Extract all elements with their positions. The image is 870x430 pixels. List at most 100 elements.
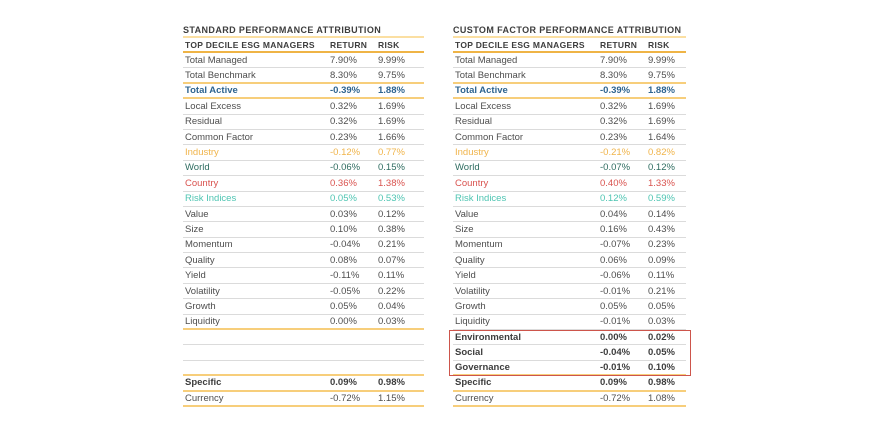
row-momentum: Momentum -0.07% 0.23%	[453, 238, 686, 254]
table-body: Total Managed 7.90% 9.99% Total Benchmark 8.…	[449, 53, 691, 407]
cell-label: Volatility	[185, 285, 220, 297]
cell-return: -0.06%	[600, 270, 631, 282]
cell-risk: 9.75%	[648, 69, 675, 81]
cell-label: Country	[455, 177, 489, 189]
cell-risk: 1.69%	[378, 116, 405, 128]
row-empty	[183, 361, 424, 377]
cell-return: 0.23%	[600, 131, 627, 143]
cell-label: Local Excess	[455, 100, 511, 112]
row-liquidity: Liquidity -0.01% 0.03%	[453, 315, 686, 331]
cell-label: World	[185, 162, 210, 174]
cell-return: -0.04%	[330, 239, 361, 251]
row-residual: Residual 0.32% 1.69%	[453, 115, 686, 130]
table-title: CUSTOM FACTOR PERFORMANCE ATTRIBUTION	[453, 24, 686, 38]
cell-risk: 1.15%	[378, 392, 405, 404]
cell-label: Social	[455, 347, 483, 359]
row-total-active: Total Active -0.39% 1.88%	[453, 84, 686, 100]
cell-return: -0.04%	[600, 347, 631, 359]
row-total-benchmark: Total Benchmark 8.30% 9.75%	[183, 68, 424, 84]
row-size: Size 0.16% 0.43%	[453, 222, 686, 238]
cell-return: 0.08%	[330, 254, 357, 266]
row-common-factor: Common Factor 0.23% 1.66%	[183, 130, 424, 146]
row-world: World -0.06% 0.15%	[183, 161, 424, 177]
row-industry: Industry -0.12% 0.77%	[183, 145, 424, 161]
cell-return: 0.32%	[600, 100, 627, 112]
cell-label: Quality	[455, 254, 485, 266]
cell-risk: 0.12%	[648, 162, 675, 174]
cell-return: -0.01%	[600, 362, 631, 373]
cell-label: Common Factor	[455, 131, 524, 143]
cell-label: Risk Indices	[455, 193, 507, 205]
cell-label: Volatility	[455, 285, 490, 297]
row-liquidity: Liquidity 0.00% 0.03%	[183, 315, 424, 331]
column-header-return: RETURN	[330, 39, 368, 50]
cell-risk: 0.05%	[648, 300, 675, 312]
cell-return: -0.01%	[600, 285, 631, 297]
cell-return: 7.90%	[600, 54, 627, 66]
row-residual: Residual 0.32% 1.69%	[183, 115, 424, 130]
row-momentum: Momentum -0.04% 0.21%	[183, 238, 424, 254]
column-header-risk: RISK	[648, 39, 670, 50]
cell-label: Total Managed	[455, 54, 518, 66]
cell-risk: 1.33%	[648, 177, 675, 189]
cell-label: Momentum	[455, 239, 503, 251]
row-growth: Growth 0.05% 0.04%	[183, 299, 424, 315]
row-quality: Quality 0.06% 0.09%	[453, 253, 686, 269]
row-total-active: Total Active -0.39% 1.88%	[183, 84, 424, 100]
cell-label: Total Active	[455, 84, 508, 96]
cell-return: 0.09%	[330, 377, 357, 389]
cell-return: -0.07%	[600, 162, 631, 174]
cell-risk: 1.08%	[648, 392, 675, 404]
cell-return: -0.01%	[600, 316, 631, 328]
row-yield: Yield -0.06% 0.11%	[453, 268, 686, 284]
table-body: Total Managed 7.90% 9.99% Total Benchmark 8.…	[183, 53, 424, 407]
cell-label: Currency	[455, 392, 494, 404]
cell-label: Yield	[185, 270, 206, 282]
cell-risk: 9.99%	[648, 54, 675, 66]
row-social: Social -0.04% 0.05%	[453, 345, 686, 361]
row-specific: Specific 0.09% 0.98%	[183, 376, 424, 392]
cell-risk: 0.38%	[378, 223, 405, 235]
cell-return: 8.30%	[330, 69, 357, 81]
cell-return: 7.90%	[330, 54, 357, 66]
cell-label: Total Benchmark	[185, 69, 256, 81]
cell-risk: 0.10%	[648, 362, 675, 373]
row-value: Value 0.04% 0.14%	[453, 207, 686, 223]
column-header-managers: TOP DECILE ESG MANAGERS	[185, 39, 315, 50]
cell-risk: 0.15%	[378, 162, 405, 174]
cell-risk: 0.43%	[648, 223, 675, 235]
cell-risk: 0.77%	[378, 147, 405, 159]
cell-risk: 1.69%	[648, 100, 675, 112]
row-risk-indices: Risk Indices 0.12% 0.59%	[453, 192, 686, 207]
cell-label: Total Active	[185, 84, 238, 96]
cell-return: 0.06%	[600, 254, 627, 266]
table-header-row: TOP DECILE ESG MANAGERS RETURN RISK	[453, 38, 686, 53]
cell-risk: 0.82%	[648, 147, 675, 159]
column-header-risk: RISK	[378, 39, 400, 50]
cell-risk: 0.21%	[378, 239, 405, 251]
cell-label: Liquidity	[185, 315, 220, 327]
cell-risk: 1.69%	[378, 100, 405, 112]
row-yield: Yield -0.11% 0.11%	[183, 268, 424, 284]
row-value: Value 0.03% 0.12%	[183, 207, 424, 223]
cell-return: -0.12%	[330, 147, 361, 159]
cell-return: 0.10%	[330, 223, 357, 235]
cell-label: Yield	[455, 270, 476, 282]
cell-return: -0.72%	[330, 392, 361, 404]
cell-label: World	[455, 162, 480, 174]
cell-return: -0.06%	[330, 162, 361, 174]
cell-risk: 0.98%	[648, 377, 675, 389]
cell-risk: 0.22%	[378, 285, 405, 297]
row-growth: Growth 0.05% 0.05%	[453, 299, 686, 315]
cell-return: 0.32%	[330, 116, 357, 128]
cell-label: Momentum	[185, 239, 233, 251]
cell-label: Specific	[185, 377, 222, 389]
cell-label: Residual	[185, 116, 222, 128]
cell-return: 0.23%	[330, 131, 357, 143]
cell-risk: 0.03%	[648, 316, 675, 328]
cell-risk: 0.02%	[648, 331, 675, 343]
cell-label: Environmental	[455, 331, 521, 343]
cell-label: Industry	[455, 147, 489, 159]
cell-return: 0.05%	[330, 300, 357, 312]
